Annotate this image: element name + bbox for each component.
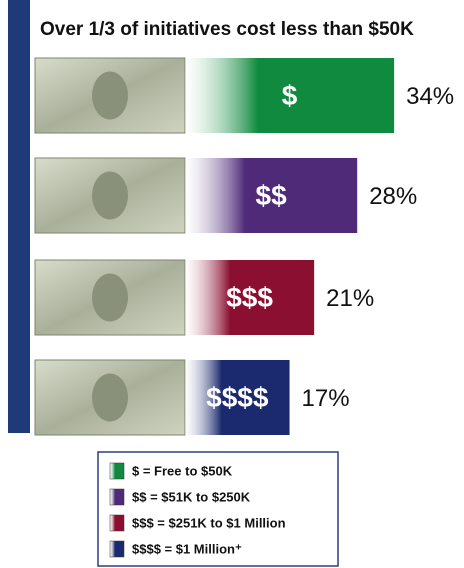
banknote-portrait (92, 274, 128, 322)
value-label: 34% (406, 83, 454, 110)
page: Over 1/3 of initiatives cost less than $… (0, 0, 464, 568)
legend-swatch (110, 515, 124, 531)
bar-label: $ (282, 80, 298, 111)
bar-label: $$$ (226, 282, 273, 313)
bar-label: $$ (256, 180, 288, 211)
legend-label: $$$$ = $1 Million⁺ (132, 541, 242, 556)
banknote-portrait (92, 374, 128, 422)
legend-swatch (110, 489, 124, 505)
legend-label: $$ = $51K to $250K (132, 489, 251, 504)
banknote-portrait (92, 172, 128, 220)
legend-label: $$$ = $251K to $1 Million (132, 515, 286, 530)
legend-swatch (110, 541, 124, 557)
chart: Over 1/3 of initiatives cost less than $… (0, 0, 464, 568)
legend-swatch (110, 463, 124, 479)
bar-label: $$$$ (206, 382, 269, 413)
value-label: 21% (326, 285, 374, 312)
legend-label: $ = Free to $50K (132, 463, 233, 478)
chart-title: Over 1/3 of initiatives cost less than $… (40, 19, 414, 40)
value-label: 28% (369, 183, 417, 210)
value-label: 17% (302, 385, 350, 412)
banknote-portrait (92, 72, 128, 120)
side-strip (8, 0, 30, 433)
